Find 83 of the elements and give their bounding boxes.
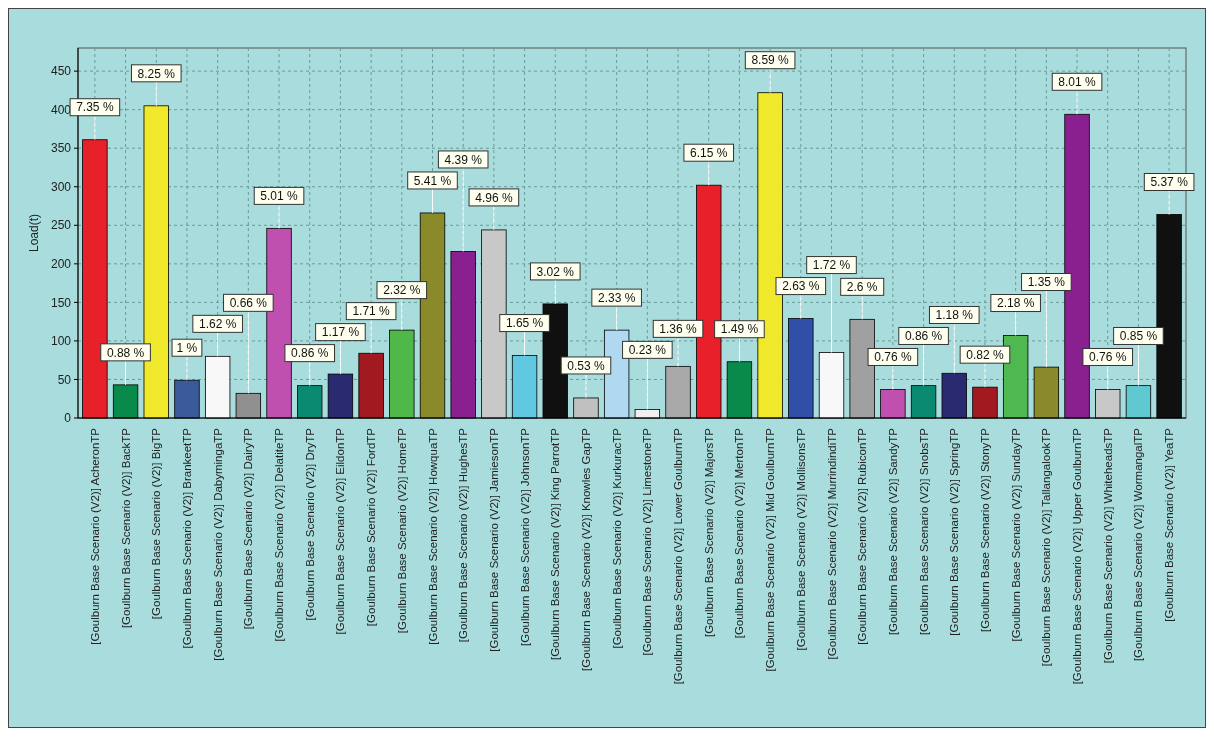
y-tick-label: 200 xyxy=(50,257,72,272)
x-tick-label: [Goulburn Base Scenario (V2)] WhiteheadsTP xyxy=(1101,427,1114,664)
annotation: 7.35 % xyxy=(76,100,114,115)
x-tick-label: [Goulburn Base Scenario (V2)] Lower GoulburnTP xyxy=(672,427,685,685)
annotation: 1.35 % xyxy=(1027,275,1066,290)
x-tick-label: [Goulburn Base Scenario (V2)] YeaTP xyxy=(1163,427,1176,622)
x-tick-label: [Goulburn Base Scenario (V2)] RubiconTP xyxy=(856,427,869,645)
annotation: 0.76 % xyxy=(874,350,912,365)
x-tick-label: [Goulburn Base Scenario (V2)] SundayTP xyxy=(1009,427,1022,642)
annotation: 6.15 % xyxy=(690,145,728,160)
annotation: 1.62 % xyxy=(198,317,237,332)
annotation: 8.25 % xyxy=(137,66,176,81)
x-tick-label: [Goulburn Base Scenario (V2)] King ParrotTP xyxy=(549,427,562,661)
annotation: 4.39 % xyxy=(444,152,483,167)
x-tick-label: [Goulburn Base Scenario (V2)] BrankeetTP xyxy=(180,427,193,649)
annotation: 4.96 % xyxy=(475,190,513,205)
annotation: 5.01 % xyxy=(260,189,299,204)
annotation: 0.23 % xyxy=(628,343,667,358)
x-tick-label: [Goulburn Base Scenario (V2)] JamiesonTP xyxy=(487,427,500,652)
x-tick-label: [Goulburn Base Scenario (V2)] DabymingaTP xyxy=(211,427,224,661)
x-tick-label: [Goulburn Base Scenario (V2)] Upper GoulburnTP xyxy=(1071,427,1084,685)
annotation: 5.41 % xyxy=(413,173,452,188)
x-tick-label: [Goulburn Base Scenario (V2)] StonyTP xyxy=(978,427,991,632)
x-tick-label: [Goulburn Base Scenario (V2)] HughesTP xyxy=(457,427,470,643)
annotation: 0.86 % xyxy=(291,346,329,361)
annotation: 0.85 % xyxy=(1119,329,1158,344)
y-tick-label: 50 xyxy=(57,372,72,387)
annotation: 2.18 % xyxy=(996,296,1035,311)
x-tick-label: [Goulburn Base Scenario (V2)] DryTP xyxy=(303,427,316,621)
annotation: 3.02 % xyxy=(536,264,575,279)
annotation: 0.76 % xyxy=(1089,350,1127,365)
annotation: 5.37 % xyxy=(1150,175,1189,190)
annotation: 0.86 % xyxy=(904,329,943,344)
x-tick-label: [Goulburn Base Scenario (V2)] SandyTP xyxy=(886,427,899,636)
y-tick-label: 250 xyxy=(50,218,72,233)
annotation: 0.88 % xyxy=(106,345,145,360)
x-tick-label: [Goulburn Base Scenario (V2)] WormangalTP xyxy=(1132,427,1145,662)
annotation: 0.82 % xyxy=(966,347,1004,362)
x-tick-label: [Goulburn Base Scenario (V2)] AcheronTP xyxy=(88,427,101,645)
annotation: 1.18 % xyxy=(935,308,974,323)
annotation: 2.6 % xyxy=(846,280,878,295)
y-tick-label: 100 xyxy=(50,334,72,349)
x-tick-label: [Goulburn Base Scenario (V2)] JohnsonTP xyxy=(518,427,531,646)
annotation: 1 % xyxy=(176,340,198,355)
y-tick-label: 150 xyxy=(50,295,72,310)
x-tick-label: [Goulburn Base Scenario (V2)] BackTP xyxy=(119,427,132,629)
annotation: 8.01 % xyxy=(1058,74,1097,89)
annotation: 8.59 % xyxy=(751,53,790,68)
annotation: 1.36 % xyxy=(659,322,698,337)
annotation: 2.63 % xyxy=(782,279,820,294)
x-tick-label: [Goulburn Base Scenario (V2)] DelatiteTP xyxy=(273,427,286,642)
annotation: 2.33 % xyxy=(597,290,636,305)
x-tick-label: [Goulburn Base Scenario (V2)] SnobsTP xyxy=(917,427,930,636)
x-tick-label: [Goulburn Base Scenario (V2)] MertonTP xyxy=(733,427,746,639)
y-tick-label: 300 xyxy=(50,179,72,194)
y-tick-label: 450 xyxy=(50,64,72,79)
annotation: 1.49 % xyxy=(720,322,759,337)
annotation: 1.65 % xyxy=(505,316,544,331)
annotation: 0.53 % xyxy=(567,358,605,373)
y-axis-title: Load(t) xyxy=(27,213,41,253)
annotation: 0.66 % xyxy=(229,296,268,311)
y-tick-label: 350 xyxy=(50,141,72,156)
x-tick-label: [Goulburn Base Scenario (V2)] DairyTP xyxy=(242,427,255,630)
x-tick-label: [Goulburn Base Scenario (V2)] Mid GoulburnTP xyxy=(764,427,777,672)
x-tick-label: [Goulburn Base Scenario (V2)] EildonTP xyxy=(334,427,347,635)
y-tick-label: 400 xyxy=(50,102,72,117)
x-tick-label: [Goulburn Base Scenario (V2)] MajorsTP xyxy=(702,427,715,638)
x-tick-label: [Goulburn Base Scenario (V2)] MollisonsTP xyxy=(794,427,807,651)
annotation: 1.72 % xyxy=(812,258,851,273)
x-tick-label: [Goulburn Base Scenario (V2)] KurkuracTP xyxy=(610,427,623,649)
x-tick-label: [Goulburn Base Scenario (V2)] HomeTP xyxy=(395,427,408,634)
x-tick-label: [Goulburn Base Scenario (V2)] SpringTP xyxy=(948,427,961,636)
x-tick-label: [Goulburn Base Scenario (V2)] Knowles GapTP xyxy=(579,427,592,671)
x-tick-label: [Goulburn Base Scenario (V2)] FordTP xyxy=(365,427,378,627)
x-tick-label: [Goulburn Base Scenario (V2)] LimestoneTP xyxy=(641,427,654,656)
x-tick-label: [Goulburn Base Scenario (V2)] BigTP xyxy=(150,427,163,620)
x-tick-label: [Goulburn Base Scenario (V2)] HowquaTP xyxy=(426,427,439,645)
x-tick-label: [Goulburn Base Scenario (V2)] MurrindindiTP xyxy=(825,427,838,660)
y-tick-label: 0 xyxy=(64,411,72,426)
annotation: 2.32 % xyxy=(383,283,421,298)
x-tick-label: [Goulburn Base Scenario (V2)] TallangalookTP xyxy=(1040,427,1053,667)
annotation: 1.17 % xyxy=(321,325,360,340)
annotation: 1.71 % xyxy=(352,304,391,319)
